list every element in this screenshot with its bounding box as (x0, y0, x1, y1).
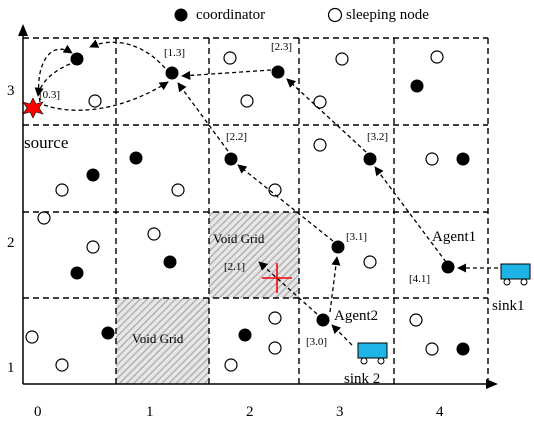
coordinator-node (441, 260, 455, 274)
path-3.1-to-2.2 (237, 164, 334, 242)
coordinator-node (70, 52, 84, 66)
legend-sleeping-label: sleeping node (346, 7, 429, 23)
y-tick-labels: 3 2 1 (7, 83, 15, 376)
cell-label-3.2: [3.2] (367, 131, 388, 143)
sleeping-node (55, 358, 69, 372)
path-3.2-to-2.3 (286, 78, 367, 153)
sink1-label: sink1 (492, 298, 525, 314)
coordinator-node (456, 342, 470, 356)
cell-label-3.1: [3.1] (346, 231, 367, 243)
sleeping-node (55, 183, 69, 197)
x-tick-1: 1 (146, 404, 154, 420)
sleeping-node (268, 183, 282, 197)
sink1-vehicle-icon (500, 263, 531, 286)
void-grid-label-upper: Void Grid (213, 231, 265, 246)
destination-cross-icon (262, 263, 292, 293)
sleeping-node (313, 95, 327, 109)
coordinator-node (129, 151, 143, 165)
coordinator-node (331, 240, 345, 254)
sleeping-node (171, 183, 185, 197)
coordinator-node (271, 65, 285, 79)
void-grid-label-lower: Void Grid (132, 331, 184, 346)
coordinator-node (165, 66, 179, 80)
cell-label-1.3: [1.3] (164, 47, 185, 59)
legend-coordinator-marker (174, 8, 188, 22)
legend: coordinator sleeping node (174, 7, 429, 23)
sleeping-node (425, 342, 439, 356)
path-0.3-to-1.3-lower (43, 81, 169, 111)
source-star-icon (22, 97, 44, 119)
sleeping-node (240, 94, 254, 108)
y-tick-1: 1 (7, 360, 15, 376)
coordinator-node (410, 79, 424, 93)
coordinator-node (238, 328, 252, 342)
cell-label-2.1: [2.1] (224, 261, 245, 273)
sleeping-node (425, 152, 439, 166)
x-tick-labels: 0 1 2 3 4 (34, 404, 444, 420)
y-axis-arrow-icon (18, 24, 28, 36)
coordinator-node (70, 266, 84, 280)
coordinators (70, 52, 470, 356)
sleeping-nodes (25, 50, 444, 372)
coordinator-node (101, 326, 115, 340)
coordinator-node (316, 313, 330, 327)
x-tick-0: 0 (34, 404, 42, 420)
x-tick-4: 4 (436, 404, 444, 420)
sleeping-node (268, 311, 282, 325)
sleeping-node (268, 341, 282, 355)
x-axis-arrow-icon (486, 379, 498, 389)
agent1-label: Agent1 (432, 229, 476, 245)
coordinator-node (456, 152, 470, 166)
path-source-to-0.3 (38, 44, 73, 103)
sleeping-node (224, 358, 238, 372)
sleeping-node (25, 330, 39, 344)
sleeping-node (430, 50, 444, 64)
sleeping-node (86, 240, 100, 254)
sink2-vehicle-icon (357, 342, 388, 365)
y-tick-2: 2 (7, 235, 15, 251)
y-tick-3: 3 (7, 83, 15, 99)
sleeping-node (335, 52, 349, 66)
cell-label-3.0: [3.0] (306, 336, 327, 348)
sleeping-node (223, 51, 237, 65)
sleeping-node (313, 138, 327, 152)
path-agent1-to-3.2 (374, 166, 447, 263)
cell-label-0.3: [0.3] (39, 89, 60, 101)
path-agent2-to-3.1 (329, 256, 341, 313)
axes (18, 24, 498, 389)
path-2.3-to-1.3 (181, 69, 272, 80)
sleeping-node (37, 211, 51, 225)
path-sink2-to-agent2 (331, 324, 353, 346)
cell-label-4.1: [4.1] (409, 273, 430, 285)
grid-lines (23, 37, 489, 384)
routing-paths (34, 39, 498, 346)
path-1.3-to-0.3-upper (89, 39, 166, 69)
sleeping-node (88, 94, 102, 108)
cell-label-2.2: [2.2] (226, 131, 247, 143)
x-tick-2: 2 (246, 404, 254, 420)
coordinator-node (163, 255, 177, 269)
x-tick-3: 3 (336, 404, 344, 420)
cell-label-2.3: [2.3] (271, 41, 292, 53)
sleeping-node (363, 255, 377, 269)
cell-labels: [0.3] [1.3] [2.3] [2.2] [3.2] [3.1] [2.1… (39, 41, 430, 348)
sleeping-node (409, 313, 423, 327)
agent2-label: Agent2 (334, 308, 378, 324)
void-grid-cell-lower (116, 298, 209, 384)
sink2-label: sink 2 (344, 371, 380, 387)
sleeping-node (147, 227, 161, 241)
legend-sleeping-marker (327, 7, 343, 23)
coordinator-node (363, 152, 377, 166)
coordinator-node (224, 152, 238, 166)
legend-coordinator-label: coordinator (196, 7, 265, 23)
path-agent2-to-2.1 (258, 261, 318, 315)
path-2.2-to-1.3 (177, 82, 229, 152)
coordinator-node (86, 168, 100, 182)
source-label: source (24, 133, 68, 152)
